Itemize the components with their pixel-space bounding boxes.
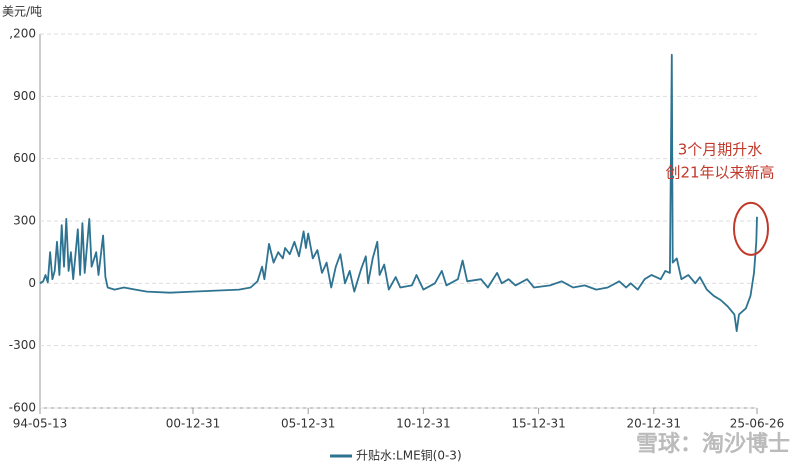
x-tick-label: 00-12-31: [166, 417, 220, 431]
legend-label: 升贴水:LME铜(0-3): [356, 448, 462, 463]
y-tick-label: -600: [9, 401, 36, 415]
y-tick-label: ,200: [9, 27, 36, 41]
watermark: 雪球：淘沙博士: [636, 431, 790, 457]
x-tick-label: 15-12-31: [511, 417, 565, 431]
series-line: [39, 53, 758, 332]
x-tick-label: 25-06-26: [730, 417, 784, 431]
highlight-circle: [733, 201, 769, 256]
x-tick-label: 05-12-31: [281, 417, 335, 431]
y-axis-label: 美元/吨: [2, 5, 42, 19]
y-tick-label: 0: [28, 276, 36, 290]
y-tick-label: 300: [13, 214, 36, 228]
y-tick-label: -300: [9, 338, 36, 352]
annotation: 创21年以来新高: [665, 164, 774, 182]
y-tick-label: 600: [13, 151, 36, 165]
x-tick-label: 20-12-31: [627, 417, 681, 431]
y-tick-label: 900: [13, 89, 36, 103]
annotation: 3个月期升水: [678, 141, 763, 159]
x-tick-label: 94-05-13: [13, 417, 67, 431]
x-tick-label: 10-12-31: [396, 417, 450, 431]
